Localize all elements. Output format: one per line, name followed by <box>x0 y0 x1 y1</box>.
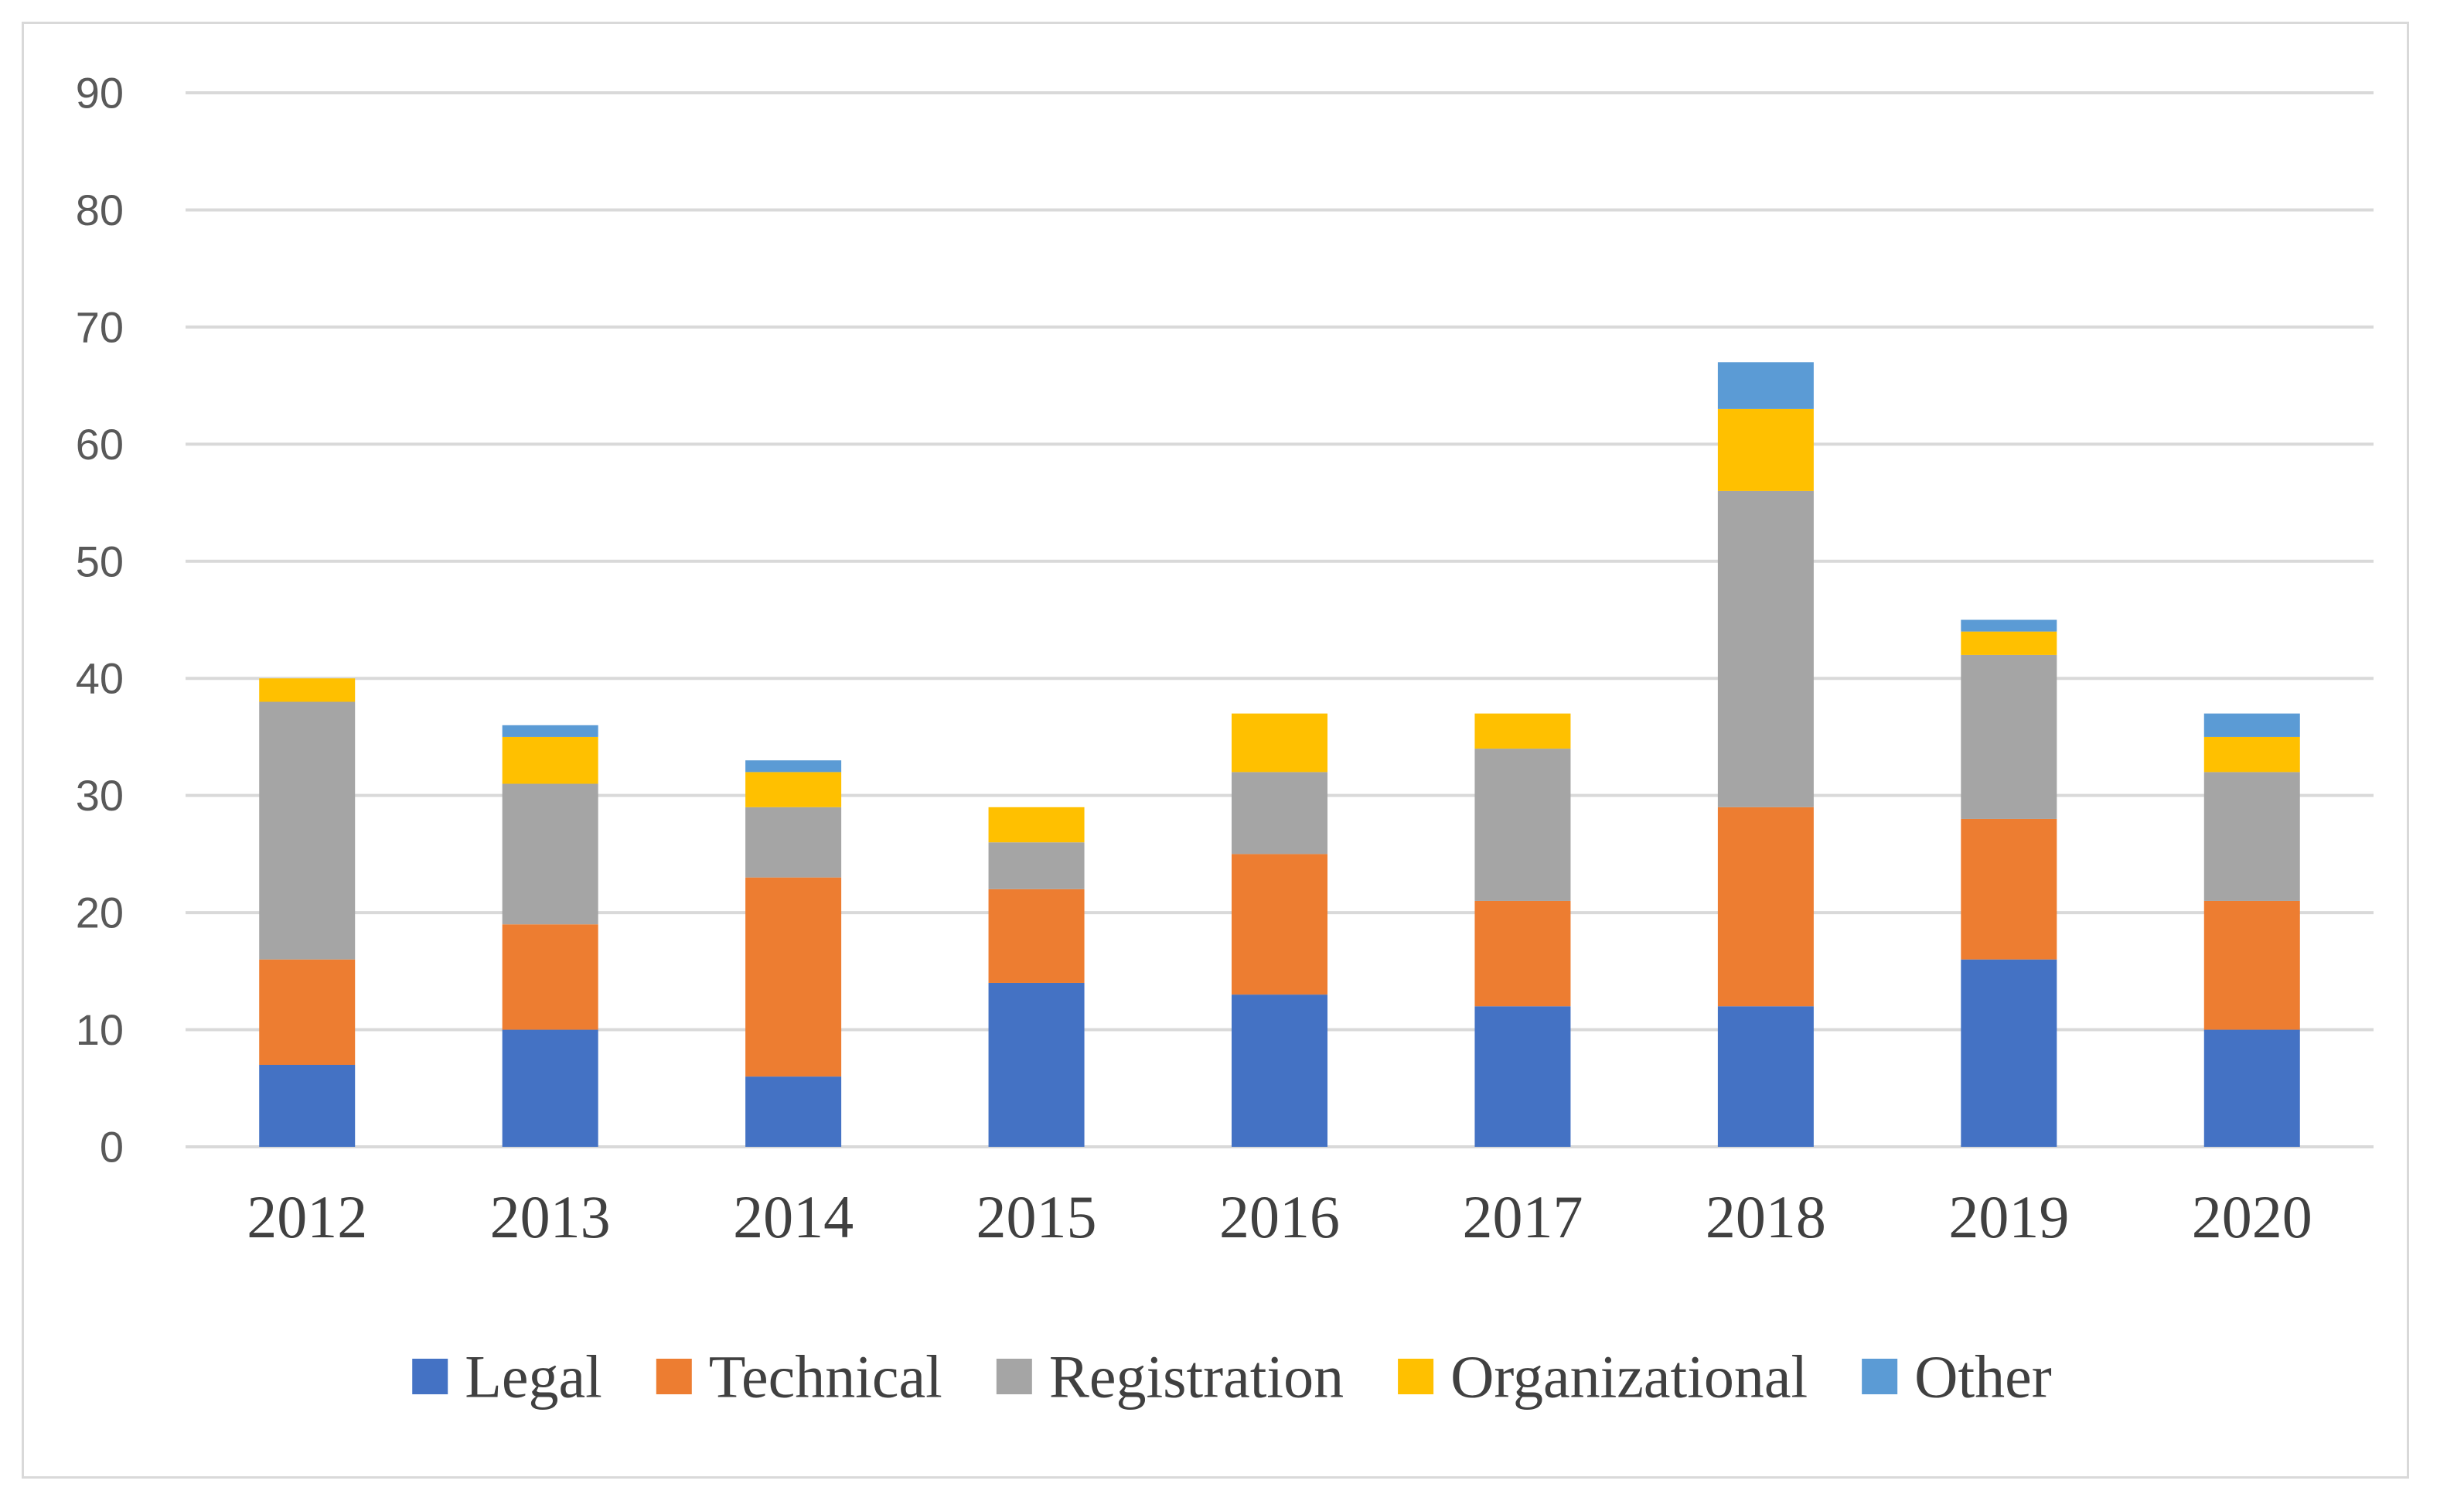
legend-swatch-other <box>1862 1359 1898 1394</box>
bars <box>259 362 2300 1147</box>
bar-technical-2013 <box>502 924 598 1030</box>
bar-legal-2013 <box>502 1029 598 1147</box>
bar-legal-2019 <box>1961 959 2057 1147</box>
bar-registration-2016 <box>1232 772 1327 855</box>
bar-registration-2020 <box>2203 772 2300 901</box>
bar-other-2018 <box>1717 362 1814 409</box>
x-tick-label: 2012 <box>247 1183 367 1250</box>
bar-registration-2018 <box>1717 490 1814 807</box>
bar-legal-2014 <box>745 1076 842 1147</box>
legend-swatch-organizational <box>1398 1359 1434 1394</box>
y-tick-label: 90 <box>76 69 124 118</box>
y-tick-label: 20 <box>76 889 124 937</box>
bar-technical-2012 <box>259 959 356 1065</box>
bar-other-2013 <box>502 725 598 737</box>
y-tick-label: 50 <box>76 537 124 585</box>
y-tick-label: 80 <box>76 186 124 234</box>
legend-swatch-technical <box>656 1359 692 1394</box>
legend-label-legal: Legal <box>465 1343 602 1411</box>
bar-legal-2012 <box>259 1064 356 1147</box>
bar-technical-2020 <box>2203 900 2300 1030</box>
bar-technical-2017 <box>1474 900 1571 1007</box>
x-tick-label: 2016 <box>1219 1183 1340 1250</box>
bar-technical-2018 <box>1717 807 1814 1007</box>
bar-organizational-2020 <box>2203 736 2300 773</box>
bar-organizational-2016 <box>1232 713 1327 773</box>
x-axis-ticks: 2012 2013 2014 2015 2016 2017 2018 2019 2020 <box>247 1183 2312 1250</box>
bar-other-2020 <box>2203 713 2300 737</box>
bar-organizational-2013 <box>502 736 598 784</box>
bar-technical-2015 <box>988 889 1085 983</box>
x-tick-label: 2020 <box>2192 1183 2312 1250</box>
bar-organizational-2018 <box>1717 408 1814 491</box>
bar-legal-2016 <box>1232 994 1327 1147</box>
y-tick-label: 30 <box>76 771 124 820</box>
bar-organizational-2015 <box>988 807 1085 843</box>
legend-label-technical: Technical <box>709 1343 942 1411</box>
bar-legal-2020 <box>2203 1029 2300 1147</box>
x-tick-label: 2015 <box>976 1183 1097 1250</box>
bar-legal-2015 <box>988 982 1085 1147</box>
x-tick-label: 2017 <box>1462 1183 1583 1250</box>
legend-label-other: Other <box>1914 1343 2052 1411</box>
bar-legal-2018 <box>1717 1006 1814 1147</box>
bar-technical-2019 <box>1961 818 2057 960</box>
y-tick-label: 40 <box>76 654 124 703</box>
x-tick-label: 2013 <box>490 1183 611 1250</box>
bar-other-2014 <box>745 760 842 773</box>
legend: Legal Technical Registration Organizational… <box>412 1343 2052 1411</box>
bar-registration-2014 <box>745 807 842 878</box>
bar-organizational-2012 <box>259 678 356 702</box>
bar-legal-2017 <box>1474 1006 1571 1147</box>
legend-label-registration: Registration <box>1049 1343 1344 1411</box>
bar-registration-2019 <box>1961 654 2057 819</box>
bar-registration-2013 <box>502 783 598 925</box>
bar-registration-2015 <box>988 842 1085 889</box>
legend-swatch-registration <box>996 1359 1032 1394</box>
legend-swatch-legal <box>412 1359 448 1394</box>
bar-organizational-2019 <box>1961 631 2057 655</box>
bar-other-2019 <box>1961 619 2057 632</box>
bar-registration-2017 <box>1474 749 1571 901</box>
y-tick-label: 0 <box>100 1123 124 1172</box>
bar-technical-2014 <box>745 877 842 1077</box>
y-tick-label: 60 <box>76 420 124 469</box>
bar-technical-2016 <box>1232 854 1327 995</box>
x-tick-label: 2014 <box>733 1183 854 1250</box>
y-axis-ticks: 0 10 20 30 40 50 60 70 80 90 <box>76 69 124 1172</box>
legend-label-organizational: Organizational <box>1450 1343 1808 1411</box>
x-tick-label: 2018 <box>1706 1183 1826 1250</box>
y-tick-label: 10 <box>76 1005 124 1054</box>
x-tick-label: 2019 <box>1948 1183 2069 1250</box>
bar-organizational-2017 <box>1474 713 1571 749</box>
bar-organizational-2014 <box>745 772 842 807</box>
y-tick-label: 70 <box>76 302 124 351</box>
bar-registration-2012 <box>259 701 356 960</box>
